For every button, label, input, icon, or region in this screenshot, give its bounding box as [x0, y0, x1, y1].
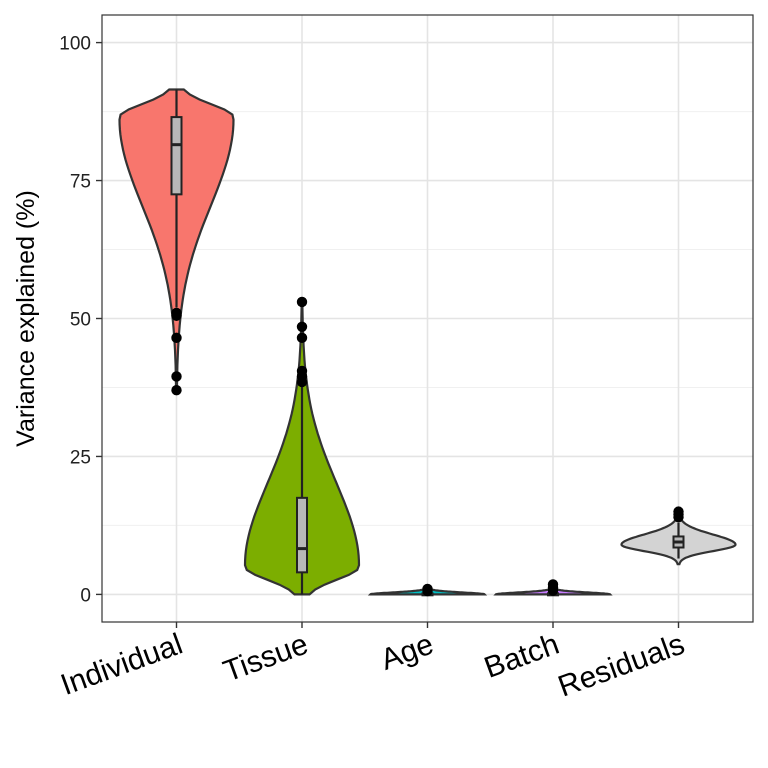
outlier-point: [296, 376, 308, 388]
violin-group-age: [367, 583, 488, 597]
outlier-point: [422, 585, 433, 597]
y-tick-label: 25: [70, 447, 91, 468]
box: [296, 496, 308, 574]
violin-group-batch: [493, 579, 613, 597]
y-tick-label: 75: [70, 172, 91, 193]
y-axis-label: Variance explained (%): [12, 190, 40, 447]
outlier-point: [296, 332, 308, 344]
x-tick-label-individual: Individual: [56, 628, 186, 702]
x-tick-label-tissue: Tissue: [219, 628, 312, 689]
outlier-point: [673, 511, 684, 523]
y-axis: 0 25 50 75 100: [59, 34, 102, 606]
x-tick-label-batch: Batch: [480, 628, 563, 685]
y-tick-label: 0: [80, 585, 91, 606]
outlier-point: [171, 310, 182, 321]
outlier-point: [171, 371, 182, 382]
violin-group-individual: [118, 88, 235, 396]
outlier-point: [171, 332, 182, 344]
y-tick-label: 100: [59, 34, 91, 55]
box: [170, 116, 183, 196]
outlier-point: [547, 585, 559, 596]
x-tick-label-residuals: Residuals: [554, 628, 689, 704]
outlier-point: [296, 321, 308, 332]
outlier-point: [171, 385, 182, 396]
y-tick-label: 50: [70, 310, 91, 331]
outlier-point: [296, 296, 308, 308]
x-tick-label-age: Age: [376, 628, 437, 677]
violin-group-residuals: [620, 506, 737, 566]
violin-group-tissue: [243, 296, 361, 596]
violins: [118, 88, 737, 597]
